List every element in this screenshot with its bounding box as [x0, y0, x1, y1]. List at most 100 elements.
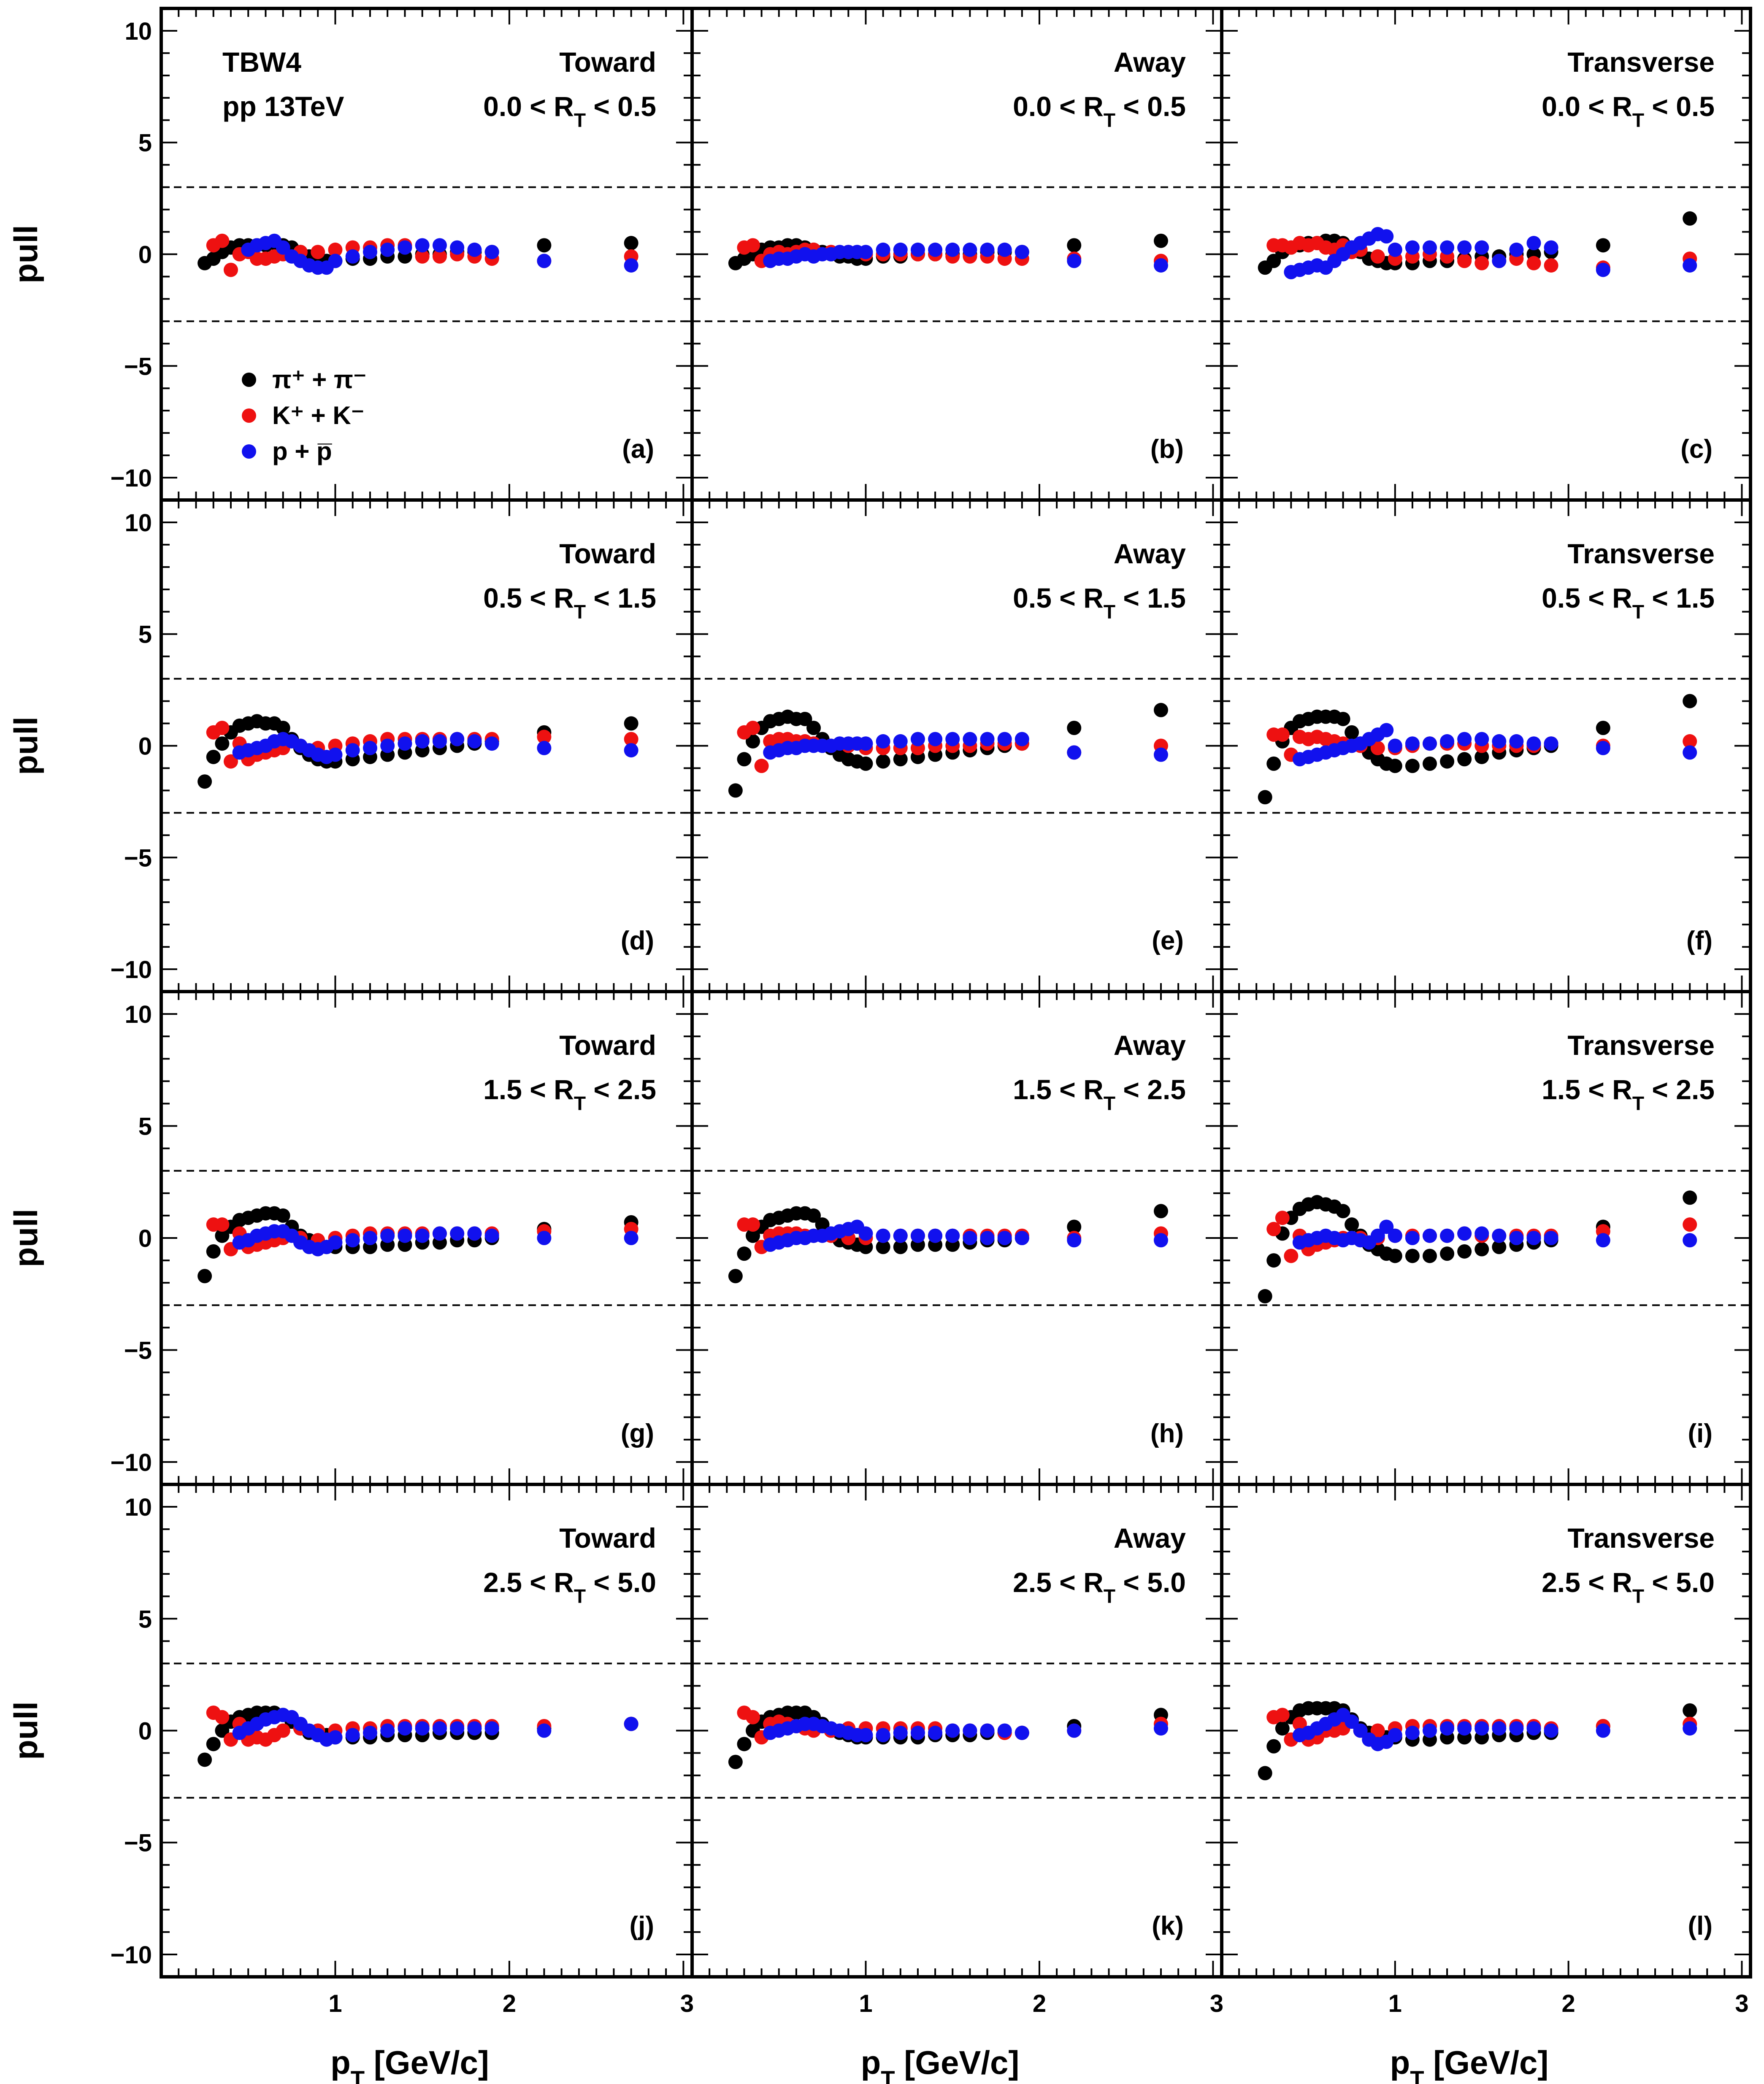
legend-label: π⁺ + π⁻: [272, 365, 367, 394]
pion-point: [1345, 725, 1359, 740]
x-tick-label: 3: [1210, 1990, 1223, 2017]
kaon-point: [215, 721, 230, 735]
proton-point: [858, 245, 873, 259]
proton-point: [1457, 1721, 1472, 1736]
proton-point: [363, 1231, 377, 1245]
panel-tag: (l): [1688, 1911, 1713, 1941]
y-tick-label: 5: [138, 1113, 152, 1141]
y-axis-title: pull: [7, 1701, 44, 1760]
proton-point: [876, 1228, 890, 1243]
proton-point: [1422, 1228, 1437, 1243]
panel-tag: (e): [1152, 926, 1184, 955]
y-tick-label: −5: [124, 353, 152, 380]
proton-point: [1457, 240, 1472, 255]
pion-point: [198, 774, 212, 789]
proton-point: [363, 741, 377, 755]
region-label: Transverse: [1567, 46, 1715, 78]
pion-point: [1440, 1246, 1455, 1261]
panel-tag: (h): [1150, 1419, 1184, 1448]
pion-point: [893, 752, 908, 767]
proton-point: [893, 242, 908, 257]
proton-point: [1475, 1721, 1489, 1736]
proton-point: [910, 242, 925, 257]
y-tick-label: 10: [124, 509, 152, 537]
proton-point: [963, 1231, 977, 1245]
proton-point: [1370, 1228, 1385, 1243]
proton-point: [450, 732, 465, 746]
proton-point: [624, 1231, 639, 1245]
pion-point: [1266, 1739, 1281, 1754]
proton-point: [1475, 240, 1489, 255]
proton-point: [980, 242, 995, 257]
pion-point: [806, 1208, 821, 1223]
pion-point: [1683, 211, 1697, 226]
panel-frame: [1220, 1483, 1752, 1979]
panel-tag: (b): [1150, 435, 1184, 464]
pion-point: [276, 721, 290, 735]
legend-label: p + p̅: [272, 437, 332, 465]
kaon-point: [624, 732, 639, 746]
proton-point: [876, 242, 890, 257]
kaon-point: [1370, 249, 1385, 264]
x-tick-label: 3: [680, 1990, 694, 2017]
kaon-point: [223, 262, 238, 277]
kaon-point: [328, 242, 343, 257]
pion-point: [1266, 756, 1281, 771]
proton-point: [1544, 1723, 1558, 1738]
region-label: Transverse: [1567, 1030, 1715, 1061]
proton-point: [997, 732, 1012, 746]
pion-point: [876, 754, 890, 769]
proton-point: [1492, 254, 1507, 268]
panel-tag: (g): [621, 1419, 654, 1448]
proton-point: [398, 736, 412, 751]
proton-point: [1405, 1231, 1420, 1245]
pion-point: [1492, 1240, 1507, 1254]
proton-point: [328, 1730, 343, 1745]
proton-point: [1345, 1714, 1359, 1729]
proton-point: [380, 738, 395, 753]
region-label: Away: [1114, 46, 1186, 78]
proton-point: [963, 1723, 977, 1738]
kaon-point: [1266, 1222, 1281, 1236]
proton-point: [624, 258, 639, 273]
pion-point: [1067, 721, 1082, 735]
pion-point: [215, 1228, 230, 1243]
proton-point: [415, 1721, 430, 1736]
proton-point: [380, 1723, 395, 1738]
pion-point: [1388, 759, 1402, 773]
pion-point: [1457, 1244, 1472, 1259]
kaon-point: [746, 721, 760, 735]
kaon-point: [415, 249, 430, 264]
x-axis-title: pT [GeV/c]: [330, 2044, 489, 2084]
proton-point: [1153, 1233, 1168, 1248]
pion-point: [1153, 1204, 1168, 1219]
proton-point: [1509, 1231, 1524, 1245]
pion-point: [1258, 1289, 1272, 1304]
region-label: Transverse: [1567, 1522, 1715, 1554]
proton-point: [1388, 242, 1402, 257]
proton-point: [1405, 736, 1420, 751]
kaon-point: [1544, 258, 1558, 273]
proton-point: [328, 747, 343, 762]
y-tick-label: −5: [124, 1337, 152, 1364]
y-tick-label: 10: [124, 1001, 152, 1028]
proton-point: [1388, 738, 1402, 753]
proton-point: [415, 238, 430, 253]
kaon-point: [1275, 1708, 1290, 1722]
pion-point: [737, 1246, 752, 1261]
y-tick-label: 5: [138, 621, 152, 649]
pion-point: [1422, 1249, 1437, 1263]
pion-point: [1405, 759, 1420, 773]
proton-point: [450, 1226, 465, 1241]
pion-point: [728, 783, 743, 798]
legend-marker: [242, 373, 256, 387]
proton-point: [415, 734, 430, 749]
pion-point: [1475, 749, 1489, 764]
proton-point: [537, 1231, 552, 1245]
proton-point: [1379, 723, 1394, 738]
proton-point: [980, 1231, 995, 1245]
proton-point: [1509, 734, 1524, 749]
kaon-point: [1275, 727, 1290, 742]
